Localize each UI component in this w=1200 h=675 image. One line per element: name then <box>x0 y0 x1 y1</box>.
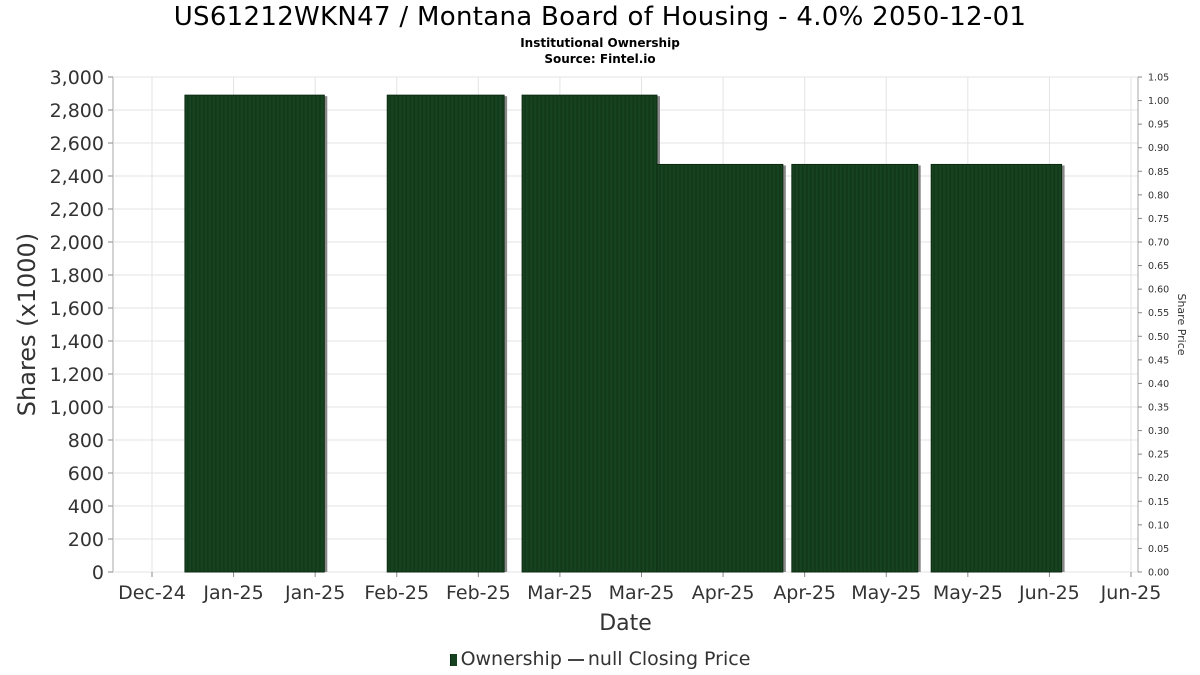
chart-source: Source: Fintel.io <box>544 52 656 66</box>
y-tick-label: 1,600 <box>50 298 104 320</box>
y2-tick-label: 0.35 <box>1148 403 1169 414</box>
y2-tick-label: 0.25 <box>1148 450 1169 461</box>
price-legend-label: null Closing Price <box>587 648 751 670</box>
ownership-bar <box>184 94 325 573</box>
y2-tick-label: 0.95 <box>1148 120 1169 131</box>
y2-tick-label: 0.00 <box>1148 568 1169 579</box>
chart-title: US61212WKN47 / Montana Board of Housing … <box>173 2 1027 32</box>
chart-subtitle: Institutional Ownership <box>520 36 680 50</box>
y2-tick-label: 0.10 <box>1148 520 1169 531</box>
x-tick-label: Jan-25 <box>284 582 345 604</box>
y-tick-label: 400 <box>68 496 104 518</box>
x-tick-label: Apr-25 <box>773 582 836 604</box>
chart-legend: Ownership null Closing Price <box>0 648 1200 670</box>
x-tick-label: Jun-25 <box>1100 582 1162 604</box>
y2-tick-label: 0.15 <box>1148 497 1169 508</box>
y-tick-label: 1,000 <box>50 397 104 419</box>
x-tick-label: May-25 <box>933 582 1003 604</box>
y-tick-label: 2,600 <box>50 133 104 155</box>
y2-tick-label: 0.30 <box>1148 426 1169 437</box>
x-tick-label: Jan-25 <box>202 582 263 604</box>
x-tick-label: Mar-25 <box>609 582 675 604</box>
y2-tick-label: 0.20 <box>1148 473 1169 484</box>
x-tick-label: Feb-25 <box>364 582 429 604</box>
y2-tick-label: 0.65 <box>1148 261 1169 272</box>
y2-tick-label: 0.50 <box>1148 332 1169 343</box>
y-tick-label: 1,800 <box>50 265 104 287</box>
y2-tick-label: 0.85 <box>1148 167 1169 178</box>
x-tick-label: Apr-25 <box>692 582 755 604</box>
y2-tick-label: 0.75 <box>1148 214 1169 225</box>
y2-tick-label: 0.40 <box>1148 379 1169 390</box>
y2-axis-title: Share Price <box>1175 293 1188 355</box>
y2-tick-label: 0.55 <box>1148 308 1169 319</box>
y-tick-label: 200 <box>68 529 104 551</box>
y2-tick-label: 1.00 <box>1148 96 1169 107</box>
y-tick-label: 600 <box>68 463 104 485</box>
x-tick-label: May-25 <box>851 582 921 604</box>
x-axis-title: Date <box>599 611 652 636</box>
y2-tick-label: 0.45 <box>1148 355 1169 366</box>
y-tick-label: 0 <box>92 562 104 584</box>
y-tick-label: 1,200 <box>50 364 104 386</box>
y2-tick-label: 0.80 <box>1148 190 1169 201</box>
x-tick-label: Dec-24 <box>118 582 186 604</box>
x-tick-label: Mar-25 <box>527 582 593 604</box>
ownership-legend-label: Ownership <box>460 648 562 670</box>
y2-tick-label: 1.05 <box>1148 73 1169 84</box>
y-tick-label: 2,200 <box>50 199 104 221</box>
y2-tick-label: 0.90 <box>1148 143 1169 154</box>
y-tick-label: 2,400 <box>50 166 104 188</box>
x-tick-label: Jun-25 <box>1018 582 1080 604</box>
ownership-bar <box>930 163 1063 573</box>
x-tick-label: Feb-25 <box>446 582 511 604</box>
ownership-legend-swatch <box>449 653 457 666</box>
y2-tick-label: 0.70 <box>1148 238 1169 249</box>
y2-tick-label: 0.05 <box>1148 544 1169 555</box>
y-tick-label: 2,800 <box>50 100 104 122</box>
y-tick-label: 2,000 <box>50 232 104 254</box>
y-tick-label: 3,000 <box>50 67 104 89</box>
y-axis-title: Shares (x1000) <box>13 233 41 416</box>
price-legend-line <box>567 658 584 661</box>
y2-tick-label: 0.60 <box>1148 285 1169 296</box>
y-tick-label: 1,400 <box>50 331 104 353</box>
y-tick-label: 800 <box>68 430 104 452</box>
